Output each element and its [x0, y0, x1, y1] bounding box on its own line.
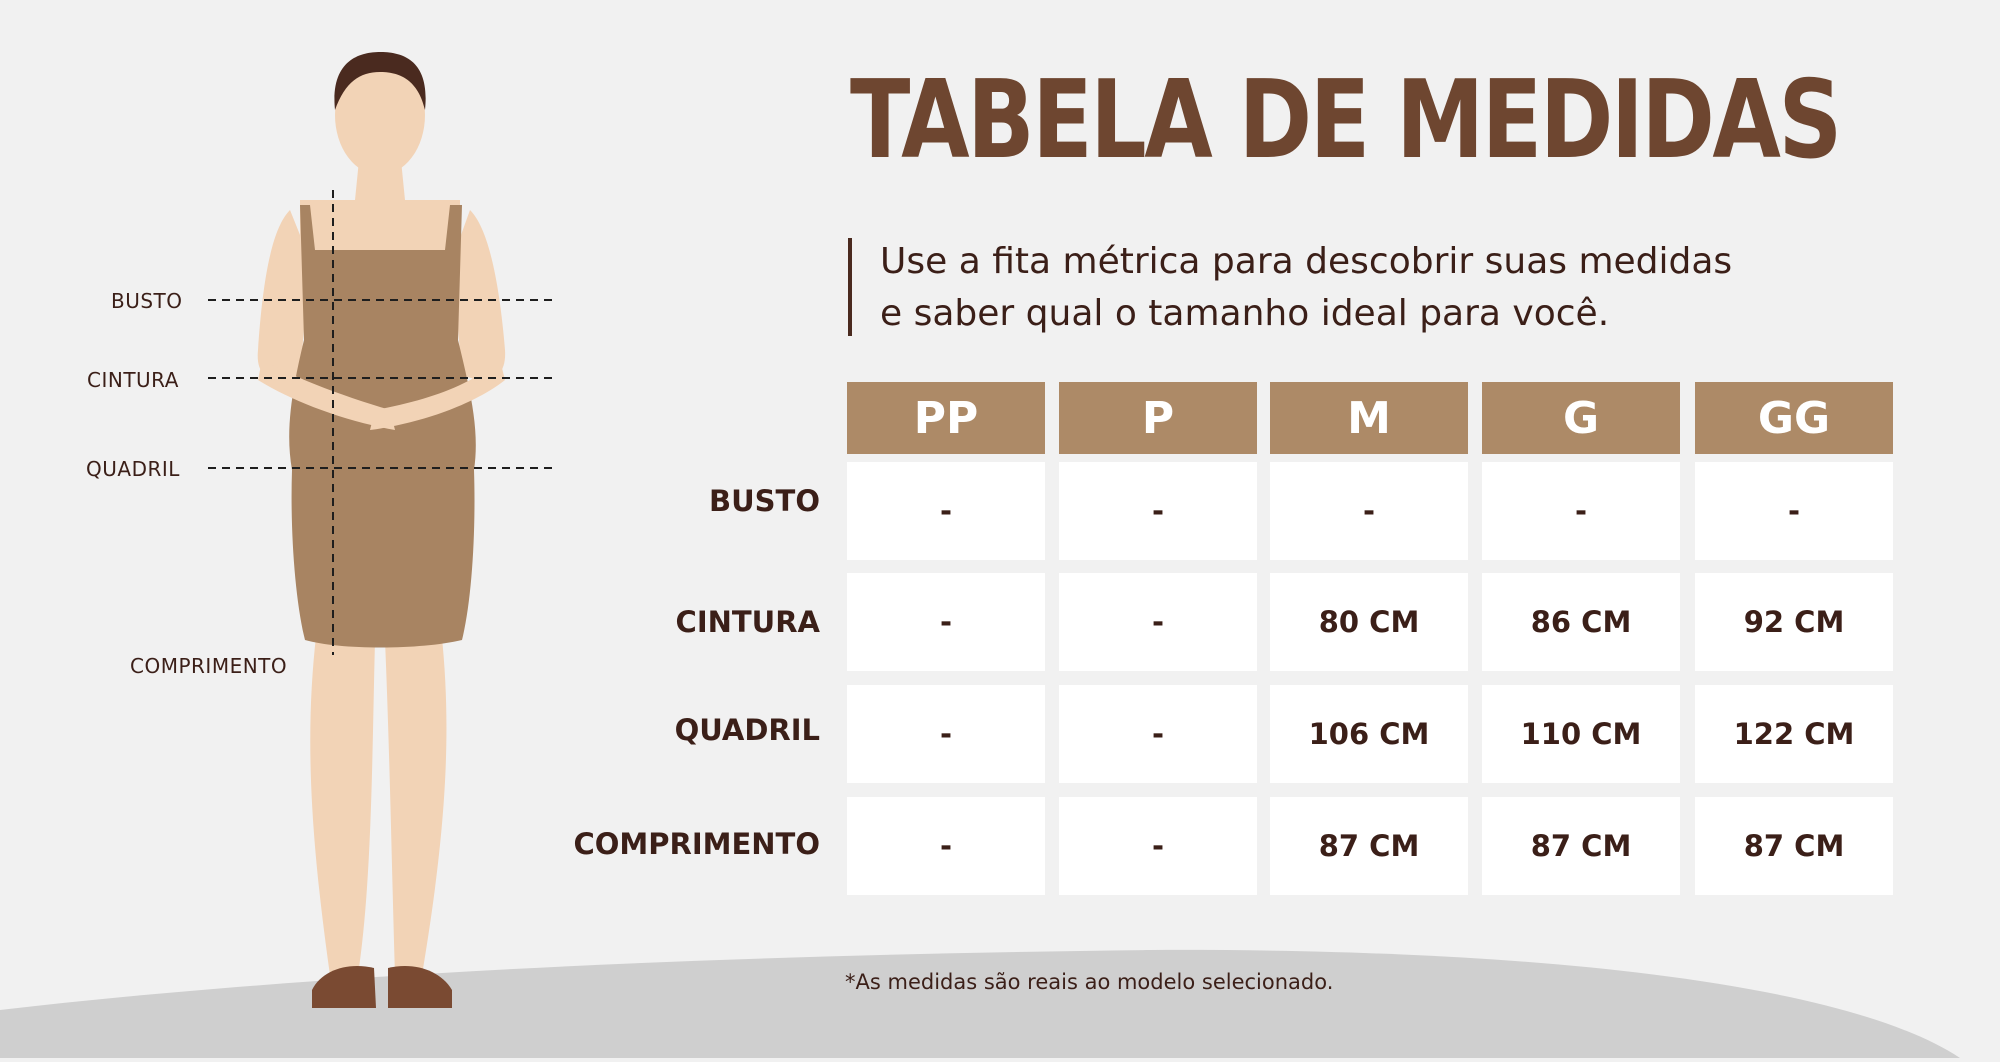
table-cell: - [1059, 797, 1257, 895]
row-label-quadril: QUADRIL [674, 713, 820, 747]
table-cell: 92 CM [1695, 573, 1893, 671]
table-cell: 80 CM [1270, 573, 1468, 671]
size-header-p: P [1059, 382, 1257, 454]
table-cell: - [847, 462, 1045, 560]
table-cell: - [847, 685, 1045, 783]
row-label-cintura: CINTURA [675, 605, 820, 639]
table-cell: - [847, 573, 1045, 671]
subtitle-line-1: Use a fita métrica para descobrir suas m… [880, 241, 1733, 282]
table-cell: 86 CM [1482, 573, 1680, 671]
size-header-pp: PP [847, 382, 1045, 454]
table-cell: 87 CM [1695, 797, 1893, 895]
page-subtitle: Use a fita métrica para descobrir suas m… [880, 236, 1860, 340]
subtitle-line-2: e saber qual o tamanho ideal para você. [880, 293, 1610, 334]
size-header-m: M [1270, 382, 1468, 454]
table-cell: 122 CM [1695, 685, 1893, 783]
size-header-gg: GG [1695, 382, 1893, 454]
table-cell: - [1270, 462, 1468, 560]
row-label-busto: BUSTO [709, 484, 820, 518]
subtitle-accent-bar [848, 238, 852, 336]
table-cell: - [1482, 462, 1680, 560]
figure-label-busto: BUSTO [111, 289, 183, 313]
size-header-g: G [1482, 382, 1680, 454]
model-illustration: BUSTO CINTURA QUADRIL COMPRIMENTO [0, 0, 620, 1058]
table-cell: - [1695, 462, 1893, 560]
figure-label-comprimento: COMPRIMENTO [130, 654, 288, 678]
figure-label-cintura: CINTURA [87, 368, 179, 392]
table-cell: 110 CM [1482, 685, 1680, 783]
table-cell: 87 CM [1482, 797, 1680, 895]
woman-figure [208, 52, 558, 1008]
table-cell: - [1059, 685, 1257, 783]
table-cell: 87 CM [1270, 797, 1468, 895]
table-cell: - [1059, 573, 1257, 671]
footnote: *As medidas são reais ao modelo selecion… [845, 970, 1334, 994]
table-cell: - [1059, 462, 1257, 560]
figure-label-quadril: QUADRIL [86, 457, 180, 481]
row-label-comprimento: COMPRIMENTO [573, 827, 820, 861]
table-cell: - [847, 797, 1045, 895]
table-cell: 106 CM [1270, 685, 1468, 783]
page-title: TABELA DE MEDIDAS [850, 58, 1842, 183]
